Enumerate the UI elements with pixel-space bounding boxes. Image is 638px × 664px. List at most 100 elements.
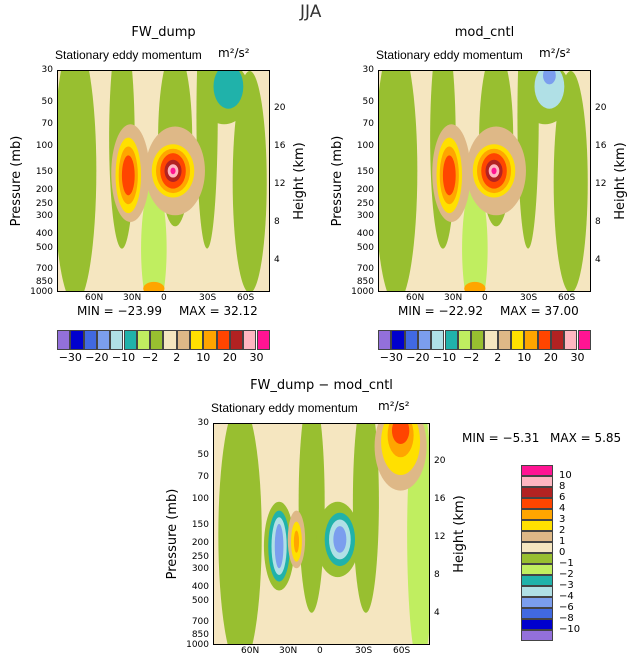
y-tick-label: 100 [191, 494, 209, 505]
min-label: MIN = −23.99 [77, 304, 162, 318]
contour-region [58, 71, 97, 291]
colorbar-label: 2 [559, 525, 566, 536]
figure-title: JJA [300, 2, 322, 22]
y-tick-label-right: 16 [274, 141, 286, 151]
colorbar-label: 4 [559, 503, 566, 514]
x-tick-label: 60N [406, 293, 425, 303]
y-tick-label-right: 4 [274, 255, 280, 265]
contour-region [143, 281, 165, 291]
colorbar-swatch [521, 465, 553, 476]
colorbar-swatch [521, 542, 553, 553]
colorbar-swatch [404, 330, 418, 350]
colorbar-label: 3 [559, 514, 566, 525]
colorbar-swatch [136, 330, 151, 350]
contour-region [232, 71, 267, 291]
min-label: MIN = −5.31 [462, 431, 540, 445]
y-axis-label: Pressure (mb) [9, 135, 24, 227]
y-tick-label: 500 [356, 243, 374, 254]
x-tick-label: 30N [444, 293, 463, 303]
y-tick-label: 500 [191, 596, 209, 607]
y-tick-label-right: 12 [595, 179, 607, 189]
colorbar-swatch [511, 330, 525, 350]
colorbar-label: 30 [249, 351, 264, 364]
y-tick-label: 700 [35, 264, 53, 275]
colorbar-label: 0 [559, 547, 566, 558]
colorbar-swatch [216, 330, 230, 350]
y-tick-label-right: 8 [434, 570, 440, 580]
colorbar-label: 2 [494, 351, 502, 364]
colorbar-label: −10 [432, 351, 457, 364]
colorbar-swatch [521, 630, 553, 641]
y-axis-label-right: Height (km) [452, 495, 467, 573]
colorbar-label: −6 [559, 602, 574, 613]
colorbar-label: −30 [58, 351, 82, 364]
colorbar-label: 1 [559, 536, 566, 547]
y-tick-label-right: 20 [595, 103, 607, 113]
y-tick-label: 700 [191, 617, 209, 628]
colorbar-swatch [431, 330, 445, 350]
x-tick-label: 0 [482, 293, 488, 303]
colorbar-swatch [471, 330, 485, 350]
colorbar-swatch [521, 498, 553, 509]
y-tick-label: 300 [191, 563, 209, 574]
colorbar-swatch [457, 330, 472, 350]
y-tick-label: 70 [197, 471, 209, 482]
y-tick-label: 1000 [30, 287, 53, 297]
y-tick-label: 850 [191, 629, 209, 640]
x-tick-label: 30S [199, 293, 217, 303]
units-label: m²/s² [378, 399, 410, 413]
y-tick-label-right: 20 [434, 456, 446, 466]
colorbar-label: 6 [559, 492, 566, 503]
colorbar-label: −2 [141, 351, 159, 364]
colorbar-swatch [96, 330, 111, 350]
y-tick-label: 850 [356, 276, 374, 287]
colorbar-swatch [484, 330, 498, 350]
colorbar-swatch [176, 330, 190, 350]
colorbar-swatch [123, 330, 137, 350]
max-label: MAX = 37.00 [500, 304, 579, 318]
y-tick-label: 200 [35, 185, 53, 196]
y-axis-label-right: Height (km) [292, 142, 307, 220]
colorbar-swatch [521, 476, 553, 487]
max-label: MAX = 5.85 [550, 431, 622, 445]
contour-region [121, 155, 135, 196]
colorbar-swatch [243, 330, 257, 350]
panel-subtitle: Stationary eddy momentum [376, 48, 523, 62]
colorbar-label: −20 [85, 351, 109, 364]
colorbar-label: 8 [559, 481, 566, 492]
x-tick-label: 0 [317, 646, 323, 656]
colorbar-label: −20 [406, 351, 430, 364]
contour-region [333, 526, 347, 553]
units-label: m²/s² [218, 46, 250, 60]
contour-region [391, 424, 410, 444]
y-tick-label-right: 4 [434, 608, 440, 618]
colorbar-swatch [378, 330, 392, 350]
y-tick-label-right: 8 [595, 217, 601, 227]
y-tick-label: 250 [35, 199, 53, 210]
x-tick-label: 60N [241, 646, 260, 656]
y-tick-label: 200 [356, 185, 374, 196]
x-tick-label: 60S [237, 293, 255, 303]
y-tick-label-right: 4 [595, 255, 601, 265]
y-tick-label-right: 12 [274, 179, 286, 189]
contour-region [352, 424, 379, 613]
colorbar-swatch [521, 553, 553, 564]
y-tick-label: 250 [356, 199, 374, 210]
colorbar-label: −4 [559, 591, 574, 602]
colorbar-swatch [163, 330, 177, 350]
contour-region [543, 71, 556, 85]
y-tick-label: 1000 [186, 640, 209, 650]
contour-region [218, 424, 262, 644]
panel-subtitle: Stationary eddy momentum [211, 401, 358, 415]
y-tick-label: 400 [191, 581, 209, 592]
colorbar-swatch [521, 520, 553, 531]
y-tick-label: 500 [35, 243, 53, 254]
contour-region [213, 71, 244, 109]
panel-title: FW_dump − mod_cntl [250, 378, 393, 393]
colorbar-swatch [521, 531, 553, 542]
x-tick-label: 30S [520, 293, 538, 303]
colorbar-label: −30 [379, 351, 403, 364]
y-tick-label: 50 [41, 97, 53, 108]
colorbar-swatch [521, 619, 553, 630]
y-tick-label: 100 [35, 141, 53, 152]
